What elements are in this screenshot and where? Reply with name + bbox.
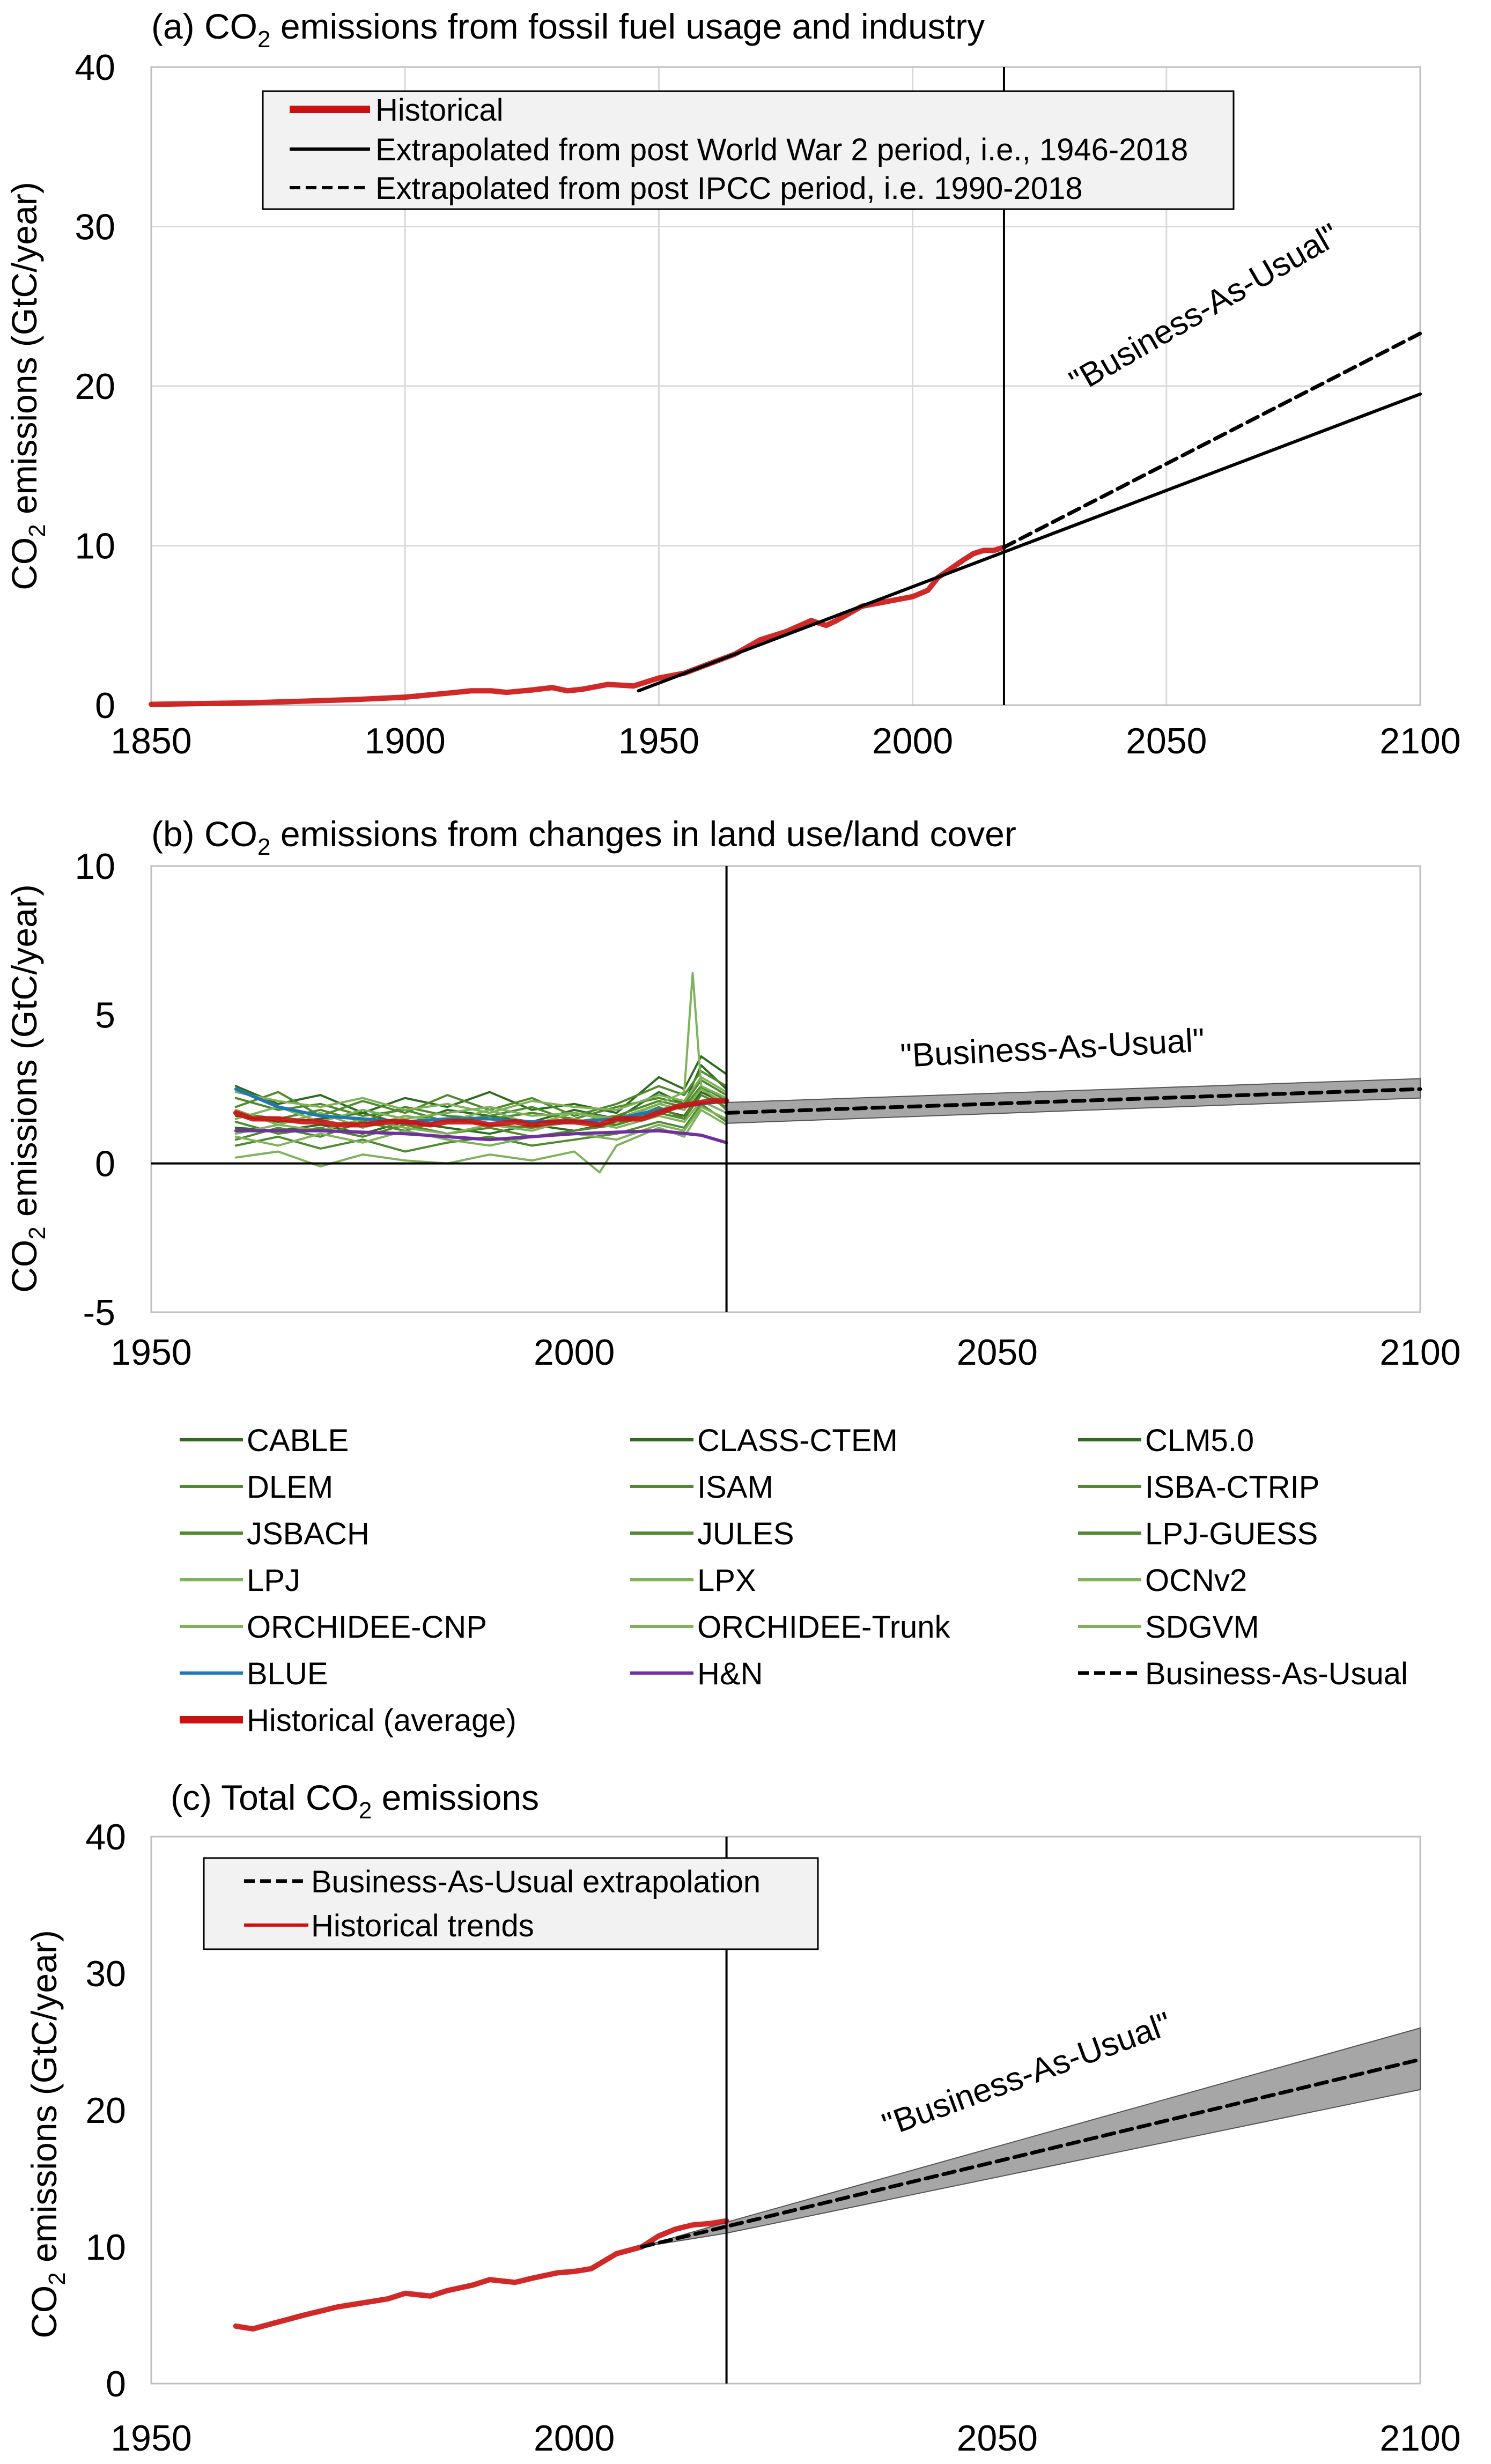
legend-label: DLEM bbox=[247, 1470, 333, 1505]
legend-label: BLUE bbox=[247, 1656, 328, 1691]
y-tick-label: 5 bbox=[95, 995, 115, 1035]
y-tick-label: 30 bbox=[85, 1954, 126, 1994]
series-sdgvm bbox=[234, 1088, 728, 1123]
series-business-as-usual bbox=[725, 1087, 1422, 1115]
legend-label: Extrapolated from post IPCC period, i.e.… bbox=[375, 171, 1083, 206]
y-tick-label: 10 bbox=[85, 2227, 126, 2268]
panel-c-uncertainty-band bbox=[641, 2027, 1421, 2247]
series-historical bbox=[149, 544, 1007, 707]
y-tick-label: 30 bbox=[75, 207, 115, 248]
legend-label: ORCHIDEE-Trunk bbox=[697, 1610, 951, 1645]
panel-c-plot-area bbox=[150, 1836, 1421, 2385]
legend-label: Business-As-Usual extrapolation bbox=[311, 1864, 761, 1899]
x-tick-label: 1950 bbox=[110, 1332, 191, 1373]
legend-label: H&N bbox=[697, 1656, 763, 1691]
panel-c: (c) Total CO2 emissions CO2 emissions (G… bbox=[24, 1778, 1461, 2459]
series-historical-average bbox=[233, 1098, 729, 1128]
x-tick-label: 2000 bbox=[534, 1332, 615, 1373]
panel-c-legend: Business-As-Usual extrapolation Historic… bbox=[203, 1857, 819, 1950]
legend-label: Business-As-Usual bbox=[1145, 1656, 1408, 1691]
legend-label: JSBACH bbox=[247, 1516, 370, 1551]
x-tick-label: 2050 bbox=[957, 2418, 1038, 2459]
legend-label: ISBA-CTRIP bbox=[1145, 1470, 1320, 1505]
y-tick-label: 0 bbox=[95, 1144, 115, 1185]
x-tick-label: 2050 bbox=[957, 1332, 1038, 1373]
y-tick-label: -5 bbox=[83, 1292, 115, 1333]
panel-c-title: (c) Total CO2 emissions bbox=[171, 1778, 539, 1824]
panel-a-legend: Historical Extrapolated from post World … bbox=[262, 90, 1235, 210]
panel-a-plot-area bbox=[150, 66, 1421, 706]
series-business-as-usual-extrapolation bbox=[640, 2058, 1422, 2249]
panel-b-series bbox=[233, 972, 1422, 1174]
y-tick-label: 40 bbox=[85, 1817, 126, 1858]
x-tick-label: 1950 bbox=[110, 2418, 191, 2459]
series-extrapolated-from-post-world-war-2-period-i-e-1946-2018 bbox=[637, 392, 1422, 693]
series-orchidee-trunk bbox=[234, 1106, 728, 1147]
series-h-n bbox=[234, 1129, 728, 1144]
legend-label: ORCHIDEE-CNP bbox=[247, 1610, 487, 1645]
panel-b-ylabel: CO2 emissions (GtC/year) bbox=[4, 884, 50, 1293]
legend-label: JULES bbox=[697, 1516, 794, 1551]
y-tick-label: 20 bbox=[75, 366, 115, 407]
x-tick-label: 1900 bbox=[365, 721, 446, 761]
x-tick-label: 2000 bbox=[534, 2418, 615, 2459]
y-tick-label: 20 bbox=[85, 2090, 126, 2131]
legend-label: CLM5.0 bbox=[1145, 1423, 1254, 1458]
legend-label: Historical (average) bbox=[247, 1703, 516, 1738]
panel-b-annotation: "Business-As-Usual" bbox=[899, 1022, 1206, 1075]
panel-b: (b) CO2 emissions from changes in land u… bbox=[4, 814, 1461, 1738]
series-orchidee-cnp bbox=[234, 1076, 728, 1114]
legend-label: LPX bbox=[697, 1563, 756, 1598]
panel-a-annotation: "Business-As-Usual" bbox=[1064, 216, 1346, 401]
x-tick-label: 1950 bbox=[618, 721, 699, 761]
legend-label: CABLE bbox=[247, 1423, 349, 1458]
panel-b-title: (b) CO2 emissions from changes in land u… bbox=[151, 814, 1016, 860]
legend-label: OCNv2 bbox=[1145, 1563, 1247, 1598]
legend-label: LPJ-GUESS bbox=[1145, 1516, 1318, 1551]
panel-c-series bbox=[233, 2058, 1422, 2332]
x-tick-label: 2100 bbox=[1379, 2418, 1460, 2459]
panel-a-legend-box bbox=[262, 90, 1235, 210]
x-tick-label: 1850 bbox=[110, 721, 191, 761]
panel-a-series bbox=[149, 331, 1422, 707]
panel-c-band-group bbox=[641, 2027, 1421, 2247]
x-tick-label: 2050 bbox=[1126, 721, 1207, 761]
series-class-ctem bbox=[234, 1055, 728, 1114]
legend-label: LPJ bbox=[247, 1563, 300, 1598]
series-isam bbox=[234, 1079, 728, 1123]
legend-label: Historical trends bbox=[311, 1908, 534, 1943]
y-tick-label: 10 bbox=[75, 526, 115, 567]
panel-a: (a) CO2 emissions from fossil fuel usage… bbox=[4, 6, 1461, 761]
panel-a-title: (a) CO2 emissions from fossil fuel usage… bbox=[151, 6, 985, 53]
legend-label: CLASS-CTEM bbox=[697, 1423, 898, 1458]
legend-label: Historical bbox=[375, 93, 504, 128]
y-tick-label: 40 bbox=[75, 47, 115, 88]
legend-label: ISAM bbox=[697, 1470, 773, 1505]
panel-a-ylabel: CO2 emissions (GtC/year) bbox=[4, 182, 50, 590]
x-tick-label: 2100 bbox=[1379, 1332, 1460, 1373]
series-historical-trends bbox=[233, 2218, 729, 2332]
series-extrapolated-from-post-ipcc-period-i-e-1990-2018 bbox=[1002, 331, 1422, 549]
x-tick-label: 2000 bbox=[872, 721, 953, 761]
y-tick-label: 10 bbox=[75, 846, 115, 887]
x-tick-label: 2100 bbox=[1379, 721, 1460, 761]
panel-c-ylabel: CO2 emissions (GtC/year) bbox=[24, 1930, 70, 2339]
series-blue bbox=[234, 1087, 728, 1124]
y-tick-label: 0 bbox=[106, 2364, 126, 2404]
y-tick-label: 0 bbox=[95, 685, 115, 726]
legend-label: SDGVM bbox=[1145, 1610, 1259, 1645]
legend-label: Extrapolated from post World War 2 perio… bbox=[375, 132, 1188, 167]
series-ocnv2 bbox=[234, 1100, 728, 1135]
panel-c-legend-box bbox=[203, 1857, 819, 1950]
panel-b-legend: CABLE CLASS-CTEM CLM5.0 DLEM ISAM ISBA-CTRIP J… bbox=[180, 1423, 1408, 1738]
series-clm5-0 bbox=[234, 1091, 728, 1135]
